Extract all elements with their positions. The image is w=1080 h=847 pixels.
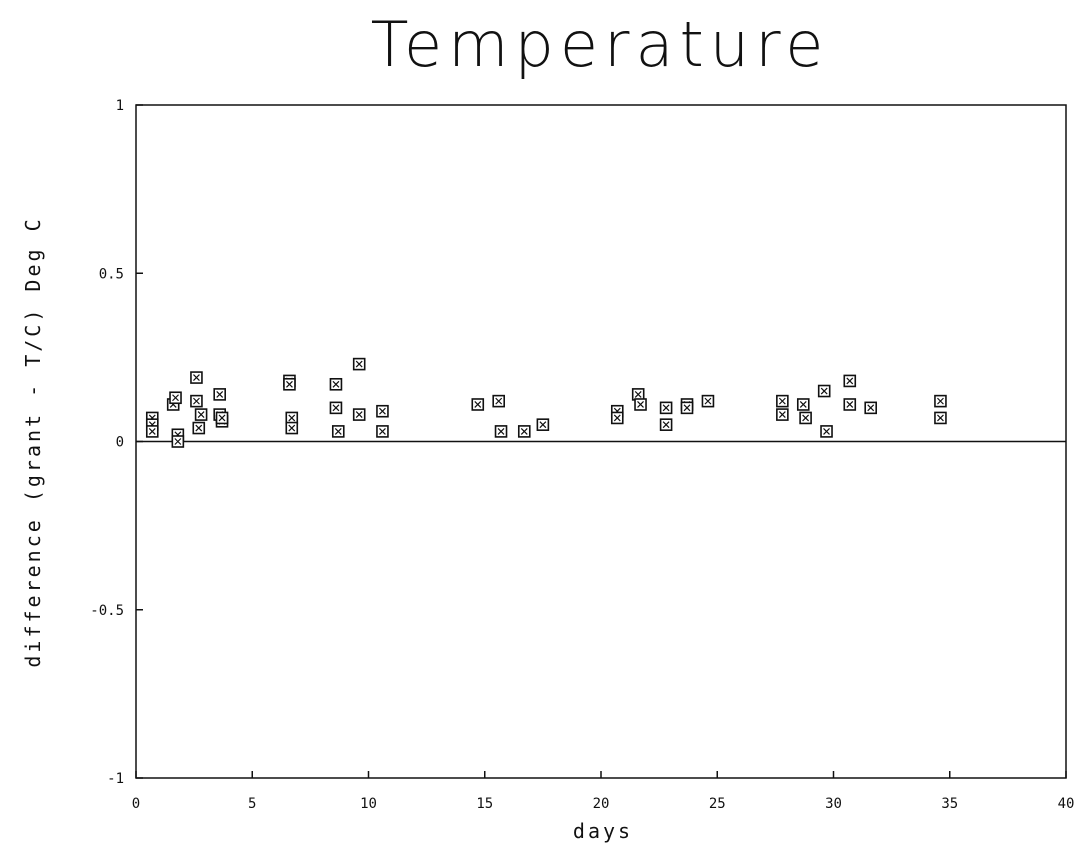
data-point [820,425,833,438]
data-point [659,401,673,415]
y-tick-label: 0.5 [99,266,124,282]
data-point [194,408,208,421]
data-points [145,357,947,448]
data-point [352,408,366,421]
x-axis-ticks: 0 5 10 15 20 25 30 35 40 [132,771,1075,812]
data-point [192,421,206,435]
data-point [215,411,229,425]
data-point [494,425,508,438]
data-point [817,384,831,398]
x-tick-label: 10 [360,796,377,812]
x-tick-label: 15 [476,796,493,812]
data-point [169,391,182,405]
data-point [190,371,203,384]
data-point [864,401,878,415]
data-point [190,394,203,408]
data-point [776,408,789,421]
data-point [659,418,673,431]
data-point [471,398,485,411]
y-tick-label: -1 [107,771,124,787]
data-point [331,425,345,438]
y-axis-ticks: -1 -0.5 0 0.5 1 [90,98,143,787]
data-point [776,394,789,408]
chart-title: Temperature [371,8,830,81]
y-tick-label: 1 [116,98,124,114]
data-point [799,411,812,425]
data-point [213,388,226,401]
data-point [934,411,947,425]
x-tick-label: 5 [248,796,256,812]
data-point [283,377,296,391]
x-tick-label: 0 [132,796,140,812]
data-point [329,401,343,415]
data-point [610,411,624,425]
data-point [171,435,185,448]
data-point [285,421,299,435]
x-tick-label: 35 [941,796,958,812]
y-tick-label: -0.5 [90,603,124,619]
data-point [796,398,810,411]
x-axis-label: days [573,819,633,843]
data-point [680,401,694,415]
data-point [934,394,947,408]
x-tick-label: 40 [1058,796,1075,812]
data-point [329,377,343,391]
data-point [701,394,715,408]
x-tick-label: 30 [825,796,842,812]
x-tick-label: 20 [593,796,610,812]
data-point [492,394,506,408]
data-point [145,425,159,438]
data-point [376,425,389,438]
data-point [634,398,647,411]
data-point [536,418,550,431]
y-tick-label: 0 [116,435,124,451]
data-point [843,398,857,411]
y-axis-label: difference (grant - T/C) Deg C [21,216,45,667]
data-point [352,357,366,371]
data-point [843,374,857,388]
x-tick-label: 25 [709,796,726,812]
data-point [517,425,531,438]
data-point [376,404,389,418]
